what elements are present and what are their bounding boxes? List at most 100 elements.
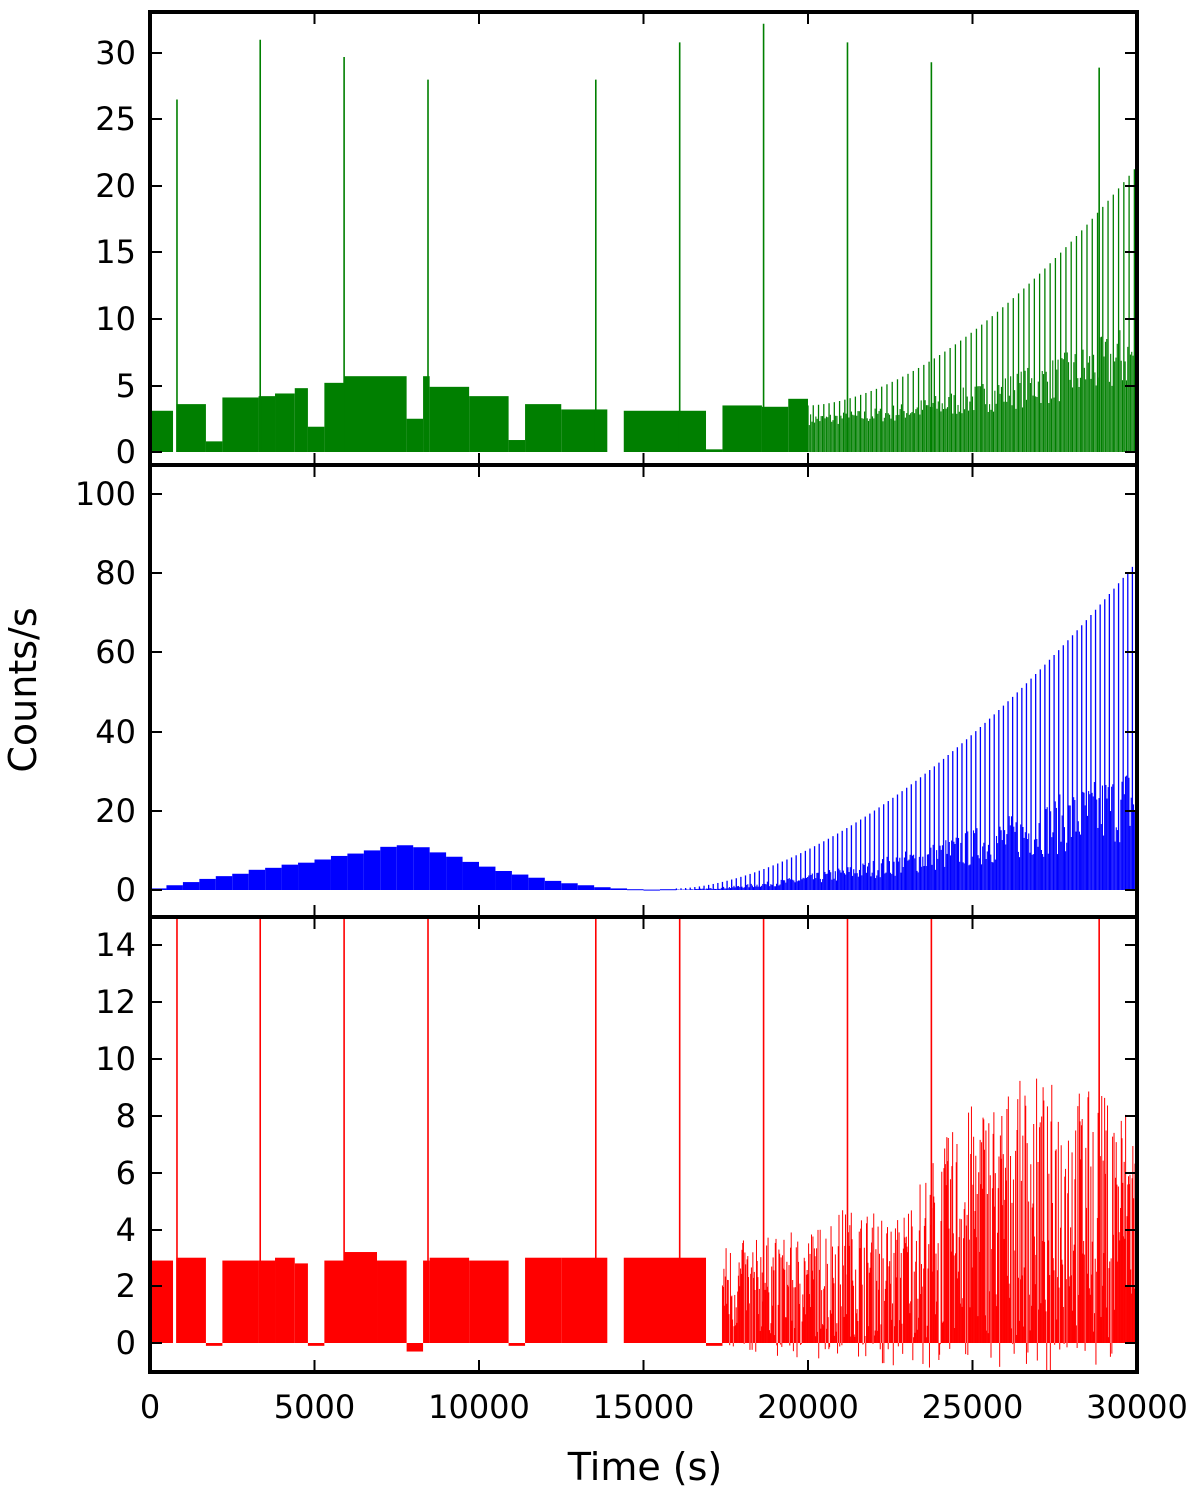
rate-bin-3 <box>222 1260 259 1343</box>
x-tick-label: 15000 <box>593 1388 695 1426</box>
y-tick-label: 10 <box>95 1040 136 1078</box>
rate-bin-11 <box>423 376 430 452</box>
rate-bin-3 <box>199 878 216 890</box>
rate-bin-4 <box>258 396 276 452</box>
rate-bin-14 <box>469 1260 509 1343</box>
y-tick-label: 20 <box>95 792 136 830</box>
rate-bin-6 <box>248 869 266 890</box>
rate-bin-18 <box>446 856 463 890</box>
rate-bin-25 <box>561 883 578 890</box>
x-tick-label: 5000 <box>274 1388 355 1426</box>
rate-bin-12 <box>423 1260 430 1343</box>
rate-bin-16 <box>413 847 430 890</box>
rate-bin-23 <box>528 877 545 890</box>
rate-bin-1 <box>166 885 183 890</box>
y-tick-label: 0 <box>116 433 136 471</box>
rate-bin-3 <box>222 397 259 452</box>
rate-bin-7 <box>307 426 325 452</box>
y-tick-label: 40 <box>95 713 136 751</box>
rate-bin-27 <box>594 887 611 890</box>
rate-bin-13 <box>469 396 509 452</box>
y-tick-label: 15 <box>95 233 136 271</box>
rate-bin-20 <box>706 1343 723 1346</box>
x-tick-label: 30000 <box>1086 1388 1188 1426</box>
rate-bin-19 <box>679 1257 707 1343</box>
rate-bin-10 <box>377 1260 407 1343</box>
axes-layer: 0 5 10 15 20 25 30 0 20 40 60 80 100 0 2 4 6 8 10 12 14 0 5000… <box>75 10 1188 1426</box>
panel-blue <box>150 566 1137 891</box>
rate-bin-29 <box>627 889 644 891</box>
rate-bin-19 <box>706 449 723 452</box>
rate-bin-14 <box>508 440 526 452</box>
rate-bin-20 <box>479 866 496 890</box>
rate-bin-4 <box>215 876 233 890</box>
rate-bin-28 <box>610 888 628 890</box>
rate-bin-0 <box>150 410 174 452</box>
rate-bin-9 <box>298 862 315 890</box>
rate-bin-2 <box>205 1343 223 1346</box>
y-tick-label: 20 <box>95 167 136 205</box>
rate-bin-5 <box>232 873 249 890</box>
rate-bin-18 <box>623 1257 680 1343</box>
rate-bin-6 <box>294 388 308 452</box>
rate-bin-17 <box>561 1257 608 1343</box>
rate-bin-15 <box>508 1343 526 1346</box>
y-tick-label: 0 <box>116 1324 136 1362</box>
y-tick-label: 14 <box>95 926 136 964</box>
rate-bin-5 <box>275 393 295 452</box>
rate-bin-30 <box>643 889 660 891</box>
rate-bin-17 <box>429 852 447 890</box>
panel-green <box>150 23 1137 452</box>
x-tick-label: 25000 <box>922 1388 1024 1426</box>
rate-bin-16 <box>525 1257 562 1343</box>
rate-bin-14 <box>380 846 397 890</box>
rate-bin-13 <box>363 850 381 890</box>
rate-bin-7 <box>307 1343 325 1346</box>
rate-bin-4 <box>258 1260 276 1343</box>
rate-bin-20 <box>722 405 762 452</box>
rate-bin-0 <box>150 1260 174 1343</box>
rate-bin-12 <box>347 853 364 890</box>
rate-bin-22 <box>788 398 808 452</box>
x-tick-label: 20000 <box>757 1388 859 1426</box>
y-tick-label: 8 <box>116 1097 136 1135</box>
y-tick-label: 5 <box>116 367 136 405</box>
y-tick-label: 100 <box>75 475 136 513</box>
rate-bin-21 <box>761 406 789 452</box>
rate-bin-5 <box>275 1257 295 1343</box>
rate-bin-13 <box>429 1257 470 1343</box>
rate-bin-1 <box>176 404 206 452</box>
x-tick-label: 0 <box>140 1388 160 1426</box>
rate-bin-11 <box>406 1343 424 1352</box>
rate-bin-11 <box>330 855 348 890</box>
rate-bin-7 <box>265 867 282 890</box>
y-axis-label: Counts/s <box>1 607 45 772</box>
y-tick-label: 6 <box>116 1154 136 1192</box>
panel-red <box>150 918 1137 1371</box>
rate-bin-8 <box>281 864 299 890</box>
rate-bin-17 <box>623 410 680 452</box>
y-tick-label: 80 <box>95 554 136 592</box>
rate-bin-12 <box>429 386 470 452</box>
y-tick-label: 0 <box>116 871 136 909</box>
rate-bin-6 <box>294 1263 308 1343</box>
y-tick-label: 12 <box>95 983 136 1021</box>
rate-bin-10 <box>406 418 424 452</box>
y-tick-label: 4 <box>116 1211 136 1249</box>
rate-bin-22 <box>511 874 529 890</box>
x-tick-label: 10000 <box>428 1388 530 1426</box>
rate-bin-15 <box>525 404 562 452</box>
rate-bin-2 <box>182 882 200 890</box>
rate-bin-1 <box>176 1257 206 1343</box>
rate-bin-15 <box>396 845 414 890</box>
rate-bin-9 <box>344 376 407 452</box>
rate-bin-8 <box>324 382 345 452</box>
rate-bin-8 <box>324 1260 345 1343</box>
rate-bin-18 <box>679 410 707 452</box>
rate-bin-10 <box>314 859 331 890</box>
rate-bin-26 <box>577 885 595 890</box>
y-tick-label: 25 <box>95 100 136 138</box>
rate-bin-9 <box>344 1252 378 1343</box>
rate-bin-31 <box>659 889 677 891</box>
